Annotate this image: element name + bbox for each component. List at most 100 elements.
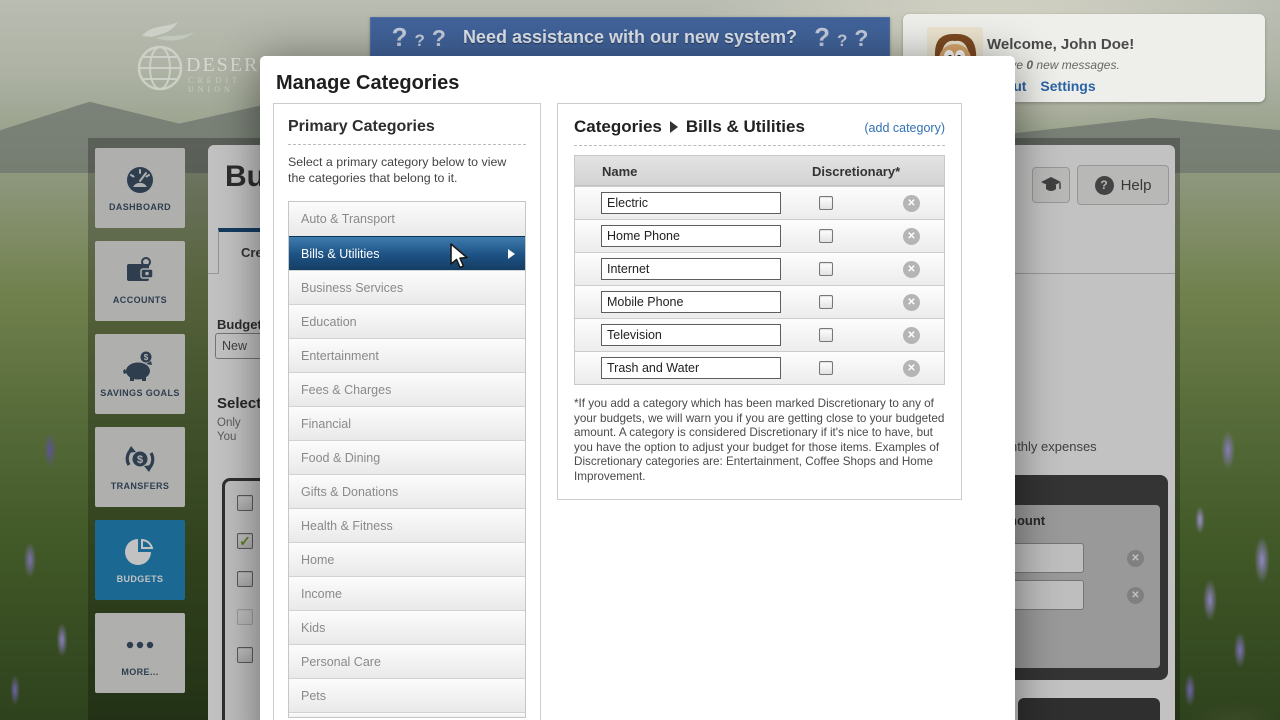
- table-row: ✕: [575, 285, 944, 318]
- category-item-education[interactable]: Education: [289, 304, 525, 338]
- breadcrumb-root: Categories: [574, 117, 662, 136]
- breadcrumb: Categories Bills & Utilities: [574, 117, 805, 137]
- category-checkbox[interactable]: [237, 571, 253, 587]
- categories-detail-panel: Categories Bills & Utilities (add categor…: [557, 103, 962, 500]
- category-item-health-fitness[interactable]: Health & Fitness: [289, 508, 525, 542]
- category-item-income[interactable]: Income: [289, 576, 525, 610]
- sidebar-item-budgets[interactable]: BUDGETS: [95, 520, 185, 600]
- discretionary-checkbox[interactable]: [819, 295, 833, 309]
- primary-category-list: Auto & Transport Bills & Utilities Busin…: [288, 201, 526, 718]
- category-item-auto-transport[interactable]: Auto & Transport: [289, 202, 525, 236]
- discretionary-checkbox[interactable]: [819, 328, 833, 342]
- sidebar-item-label: DASHBOARD: [108, 202, 172, 212]
- mouse-cursor: [450, 243, 468, 269]
- panel-footer-bar: [1018, 698, 1160, 720]
- question-mark-icon: ?: [414, 31, 425, 50]
- select-section-text: Only: [217, 417, 241, 429]
- question-mark-icon: ?: [391, 21, 408, 52]
- table-row: ✕: [575, 351, 944, 384]
- category-name-input[interactable]: [601, 225, 781, 247]
- column-header-name: Name: [602, 164, 638, 179]
- category-item-bills-utilities-selected[interactable]: Bills & Utilities: [289, 236, 525, 270]
- sidebar-item-accounts[interactable]: ACCOUNTS: [95, 241, 185, 321]
- discretionary-checkbox[interactable]: [819, 196, 833, 210]
- dashed-divider: [574, 145, 945, 146]
- add-category-link[interactable]: (add category): [864, 121, 945, 135]
- delete-category-icon[interactable]: ✕: [903, 228, 920, 245]
- category-name-input[interactable]: [601, 258, 781, 280]
- discretionary-checkbox[interactable]: [819, 229, 833, 243]
- sidebar-item-more[interactable]: MORE...: [95, 613, 185, 693]
- primary-categories-panel: Primary Categories Select a primary cate…: [273, 103, 541, 720]
- category-item-partial[interactable]: [289, 712, 525, 717]
- sidebar-item-dashboard[interactable]: DASHBOARD: [95, 148, 185, 228]
- delete-category-icon[interactable]: ✕: [903, 360, 920, 377]
- budget-name-label: Budget: [217, 317, 262, 332]
- sidebar-item-label: ACCOUNTS: [112, 295, 168, 305]
- column-header-discretionary: Discretionary*: [812, 164, 901, 179]
- sidebar-item-savings-goals[interactable]: $ SAVINGS GOALS: [95, 334, 185, 414]
- question-mark-icon: ?: [431, 25, 446, 51]
- help-label: Help: [1120, 176, 1152, 194]
- category-name-input[interactable]: [601, 192, 781, 214]
- sidebar-item-transfers[interactable]: $ TRANSFERS: [95, 427, 185, 507]
- select-section-heading: Select: [217, 395, 262, 412]
- category-item-kids[interactable]: Kids: [289, 610, 525, 644]
- category-checkbox-checked[interactable]: ✓: [237, 533, 253, 549]
- categories-table: Name Discretionary* ✕ ✕ ✕: [574, 155, 945, 385]
- category-checkbox[interactable]: [237, 647, 253, 663]
- question-mark-icon: ?: [814, 21, 830, 52]
- breadcrumb-arrow-icon: [669, 121, 678, 133]
- category-item-fees-charges[interactable]: Fees & Charges: [289, 372, 525, 406]
- category-item-business-services[interactable]: Business Services: [289, 270, 525, 304]
- delete-category-icon[interactable]: ✕: [903, 261, 920, 278]
- category-name-input[interactable]: [601, 324, 781, 346]
- svg-text:$: $: [137, 454, 143, 466]
- welcome-title: Welcome, John Doe!: [987, 36, 1135, 53]
- category-item-entertainment[interactable]: Entertainment: [289, 338, 525, 372]
- sidebar-item-label: SAVINGS GOALS: [100, 388, 180, 398]
- category-checkbox[interactable]: [237, 495, 253, 511]
- category-item-gifts-donations[interactable]: Gifts & Donations: [289, 474, 525, 508]
- primary-categories-description: Select a primary category below to view …: [288, 155, 507, 185]
- delete-category-icon[interactable]: ✕: [903, 327, 920, 344]
- remove-row-icon[interactable]: ✕: [1127, 550, 1144, 567]
- manage-categories-modal: Manage Categories Primary Categories Sel…: [260, 56, 1015, 720]
- sidebar-item-label: BUDGETS: [116, 574, 164, 584]
- help-button[interactable]: ? Help: [1077, 165, 1169, 205]
- svg-text:$: $: [144, 353, 149, 362]
- wallet-icon: [127, 257, 154, 281]
- table-header: Name Discretionary*: [575, 156, 944, 186]
- assistance-banner[interactable]: ? ? ? Need assistance with our new syste…: [370, 17, 890, 57]
- graduation-cap-icon: [1041, 177, 1061, 191]
- bird-icon: [142, 22, 194, 41]
- delete-category-icon[interactable]: ✕: [903, 294, 920, 311]
- question-mark-icon: ?: [854, 25, 869, 51]
- gauge-icon: [127, 167, 153, 193]
- category-item-home[interactable]: Home: [289, 542, 525, 576]
- breadcrumb-current: Bills & Utilities: [685, 117, 805, 136]
- remove-row-icon[interactable]: ✕: [1127, 587, 1144, 604]
- discretionary-footnote: *If you add a category which has been ma…: [574, 397, 945, 483]
- settings-link[interactable]: Settings: [1040, 78, 1096, 94]
- category-name-input[interactable]: [601, 291, 781, 313]
- category-item-food-dining[interactable]: Food & Dining: [289, 440, 525, 474]
- tutorial-button[interactable]: [1032, 167, 1070, 203]
- discretionary-checkbox[interactable]: [819, 361, 833, 375]
- table-row: ✕: [575, 252, 944, 285]
- sidebar-item-label: MORE...: [121, 667, 159, 677]
- transfer-icon: $: [125, 446, 155, 472]
- category-checkbox[interactable]: [237, 609, 253, 625]
- messages-count: 0: [1026, 58, 1034, 72]
- category-name-input[interactable]: [601, 357, 781, 379]
- category-item-financial[interactable]: Financial: [289, 406, 525, 440]
- modal-title: Manage Categories: [276, 72, 460, 94]
- globe-icon: [137, 45, 183, 91]
- category-item-pets[interactable]: Pets: [289, 678, 525, 712]
- delete-category-icon[interactable]: ✕: [903, 195, 920, 212]
- discretionary-checkbox[interactable]: [819, 262, 833, 276]
- question-mark-icon: ?: [836, 31, 848, 50]
- messages-suffix: new messages.: [1033, 58, 1120, 72]
- category-item-personal-care[interactable]: Personal Care: [289, 644, 525, 678]
